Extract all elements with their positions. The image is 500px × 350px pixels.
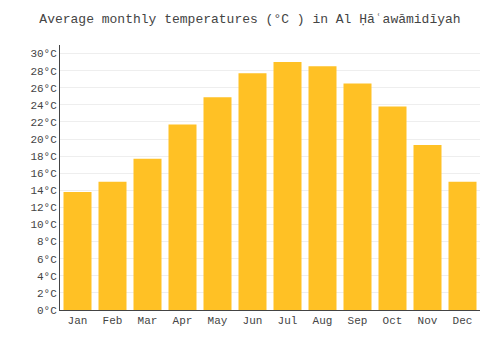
svg-text:30°C: 30°C [30,48,57,60]
svg-text:2°C: 2°C [37,288,57,300]
svg-text:24°C: 24°C [30,100,57,112]
svg-text:Jul: Jul [278,315,298,327]
svg-text:20°C: 20°C [30,134,57,146]
svg-text:Aug: Aug [313,315,333,327]
svg-text:12°C: 12°C [30,202,57,214]
svg-text:May: May [208,315,228,327]
svg-text:6°C: 6°C [37,254,57,266]
svg-text:Jan: Jan [68,315,88,327]
svg-text:28°C: 28°C [30,66,57,78]
svg-text:14°C: 14°C [30,185,57,197]
svg-text:Nov: Nov [418,315,438,327]
svg-text:Sep: Sep [348,315,368,327]
svg-text:0°C: 0°C [37,305,57,317]
svg-text:10°C: 10°C [30,219,57,231]
svg-text:Jun: Jun [243,315,263,327]
svg-text:Mar: Mar [138,315,158,327]
svg-text:Feb: Feb [103,315,123,327]
svg-text:16°C: 16°C [30,168,57,180]
svg-text:22°C: 22°C [30,117,57,129]
svg-text:18°C: 18°C [30,151,57,163]
svg-text:8°C: 8°C [37,236,57,248]
svg-text:Oct: Oct [383,315,403,327]
svg-text:Dec: Dec [453,315,473,327]
svg-text:Apr: Apr [173,315,193,327]
svg-text:4°C: 4°C [37,271,57,283]
svg-text:Average monthly temperatures (: Average monthly temperatures (°C ) in Al… [39,12,460,27]
svg-text:26°C: 26°C [30,83,57,95]
